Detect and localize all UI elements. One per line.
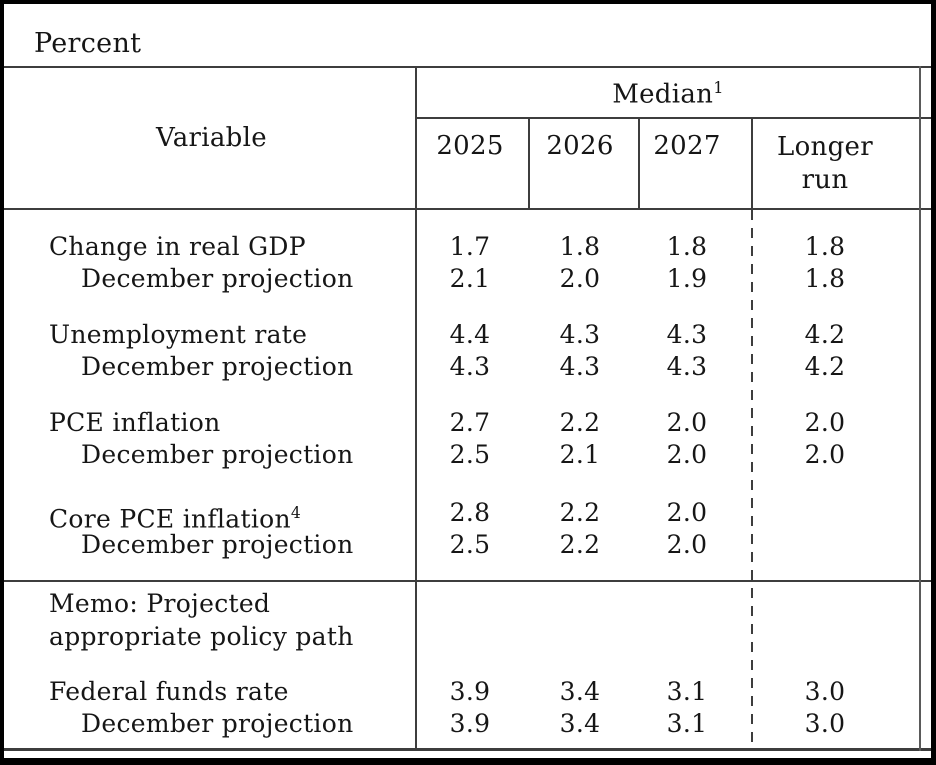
cell-2027: 1.9	[666, 264, 708, 293]
cell-2025: 2.5	[449, 530, 491, 559]
cell-longer-run: 3.0	[804, 709, 846, 738]
table-bottom-rule	[4, 748, 931, 751]
cell-2026: 2.2	[559, 530, 601, 559]
longer-run-line2: run	[801, 165, 849, 195]
cell-2026: 4.3	[559, 320, 601, 349]
cell-2027: 1.8	[666, 232, 708, 261]
cell-2027: 4.3	[666, 320, 708, 349]
cell-2027: 4.3	[666, 352, 708, 381]
row-label: Unemployment rate	[49, 320, 308, 349]
year2-year3-rule	[638, 117, 640, 210]
row-label: Federal funds rate	[49, 677, 289, 706]
cell-longer-run: 2.0	[804, 440, 846, 469]
row-label: December projection	[81, 264, 354, 293]
variable-column-header: Variable	[156, 123, 267, 153]
row-label: December projection	[81, 440, 354, 469]
cell-2025: 3.9	[449, 677, 491, 706]
cell-2027: 2.0	[666, 408, 708, 437]
column-header-longer-run: Longer run	[777, 131, 873, 197]
cell-2025: 1.7	[449, 232, 491, 261]
cell-2027: 3.1	[666, 709, 708, 738]
cell-2025: 2.8	[449, 498, 491, 527]
memo-line2: appropriate policy path	[49, 622, 354, 651]
column-header-2026: 2026	[546, 131, 614, 161]
cell-2026: 2.2	[559, 498, 601, 527]
table-top-rule	[4, 66, 931, 68]
cell-longer-run: 1.8	[804, 232, 846, 261]
cell-2025: 2.5	[449, 440, 491, 469]
cell-2027: 2.0	[666, 498, 708, 527]
longer-run-line1: Longer	[777, 132, 873, 162]
cell-2026: 3.4	[559, 677, 601, 706]
cell-longer-run: 4.2	[804, 352, 846, 381]
row-label: December projection	[81, 530, 354, 559]
cell-longer-run: 3.0	[804, 677, 846, 706]
row-label: December projection	[81, 352, 354, 381]
year1-year2-rule	[528, 117, 530, 210]
cell-2025: 2.7	[449, 408, 491, 437]
longer-run-dashed-rule	[751, 210, 753, 750]
memo-label: Memo: Projected appropriate policy path	[49, 587, 354, 653]
cell-longer-run: 1.8	[804, 264, 846, 293]
row-label: Core PCE inflation4	[49, 504, 302, 534]
row-label: Change in real GDP	[49, 232, 306, 261]
cell-2025: 4.3	[449, 352, 491, 381]
cell-longer-run: 2.0	[804, 408, 846, 437]
unit-label: Percent	[34, 28, 142, 59]
median-label: Median	[612, 79, 714, 110]
core-pce-footnote-marker: 4	[290, 504, 302, 522]
year3-longerrun-header-rule	[751, 117, 753, 210]
cell-2025: 2.1	[449, 264, 491, 293]
cell-2026: 1.8	[559, 232, 601, 261]
median-group-header: Median1	[417, 78, 919, 110]
median-underline-rule	[415, 117, 931, 119]
cell-2026: 2.1	[559, 440, 601, 469]
cell-longer-run: 4.2	[804, 320, 846, 349]
cell-2026: 4.3	[559, 352, 601, 381]
cell-2025: 3.9	[449, 709, 491, 738]
next-column-rule	[919, 66, 921, 751]
row-label: PCE inflation	[49, 408, 221, 437]
cell-2027: 3.1	[666, 677, 708, 706]
median-footnote-marker: 1	[713, 78, 724, 97]
header-bottom-rule	[4, 208, 931, 210]
cell-2026: 2.0	[559, 264, 601, 293]
memo-top-rule	[4, 580, 931, 582]
column-header-2027: 2027	[653, 131, 721, 161]
memo-line1: Memo: Projected	[49, 589, 271, 618]
column-header-2025: 2025	[436, 131, 504, 161]
cell-2026: 3.4	[559, 709, 601, 738]
cell-2027: 2.0	[666, 530, 708, 559]
variable-column-rule	[415, 66, 417, 751]
cell-2025: 4.4	[449, 320, 491, 349]
cell-2026: 2.2	[559, 408, 601, 437]
row-label: December projection	[81, 709, 354, 738]
cell-2027: 2.0	[666, 440, 708, 469]
